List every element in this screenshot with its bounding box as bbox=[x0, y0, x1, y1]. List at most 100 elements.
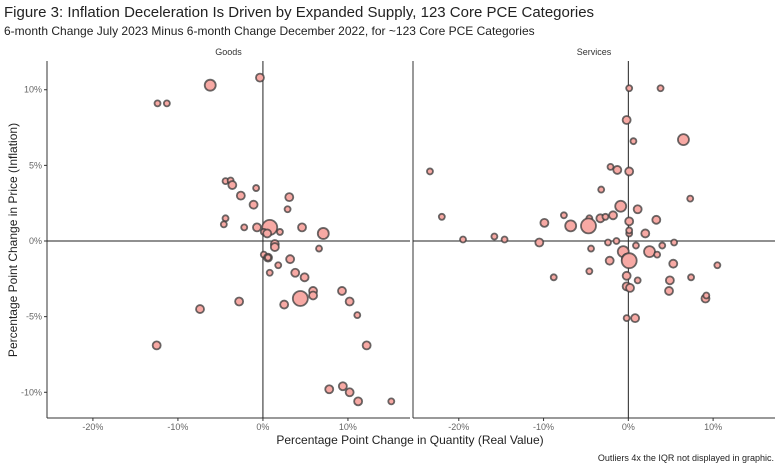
data-point bbox=[564, 219, 578, 233]
data-point bbox=[252, 222, 262, 233]
data-point bbox=[490, 232, 499, 241]
data-point bbox=[560, 211, 568, 220]
data-point bbox=[437, 212, 446, 221]
data-point bbox=[625, 283, 635, 293]
data-point bbox=[702, 291, 711, 300]
data-point bbox=[274, 261, 283, 270]
data-point bbox=[203, 78, 217, 92]
data-point bbox=[664, 275, 675, 286]
data-point bbox=[162, 99, 171, 108]
data-point bbox=[625, 84, 634, 93]
data-point bbox=[633, 276, 642, 285]
x-tick-label: -10% bbox=[533, 422, 554, 432]
data-point bbox=[151, 340, 162, 351]
data-point bbox=[585, 267, 594, 276]
panel-title: Goods bbox=[215, 47, 242, 57]
panel-title: Services bbox=[577, 47, 612, 57]
data-point bbox=[686, 194, 695, 203]
data-point bbox=[337, 381, 348, 392]
x-tick-label: -20% bbox=[448, 422, 469, 432]
data-point bbox=[713, 261, 722, 270]
data-point bbox=[624, 166, 635, 177]
data-point bbox=[656, 84, 665, 93]
data-point bbox=[262, 228, 273, 239]
data-point bbox=[297, 222, 307, 233]
data-point bbox=[632, 204, 643, 215]
data-point bbox=[279, 299, 290, 310]
data-point bbox=[459, 235, 467, 244]
data-point bbox=[630, 313, 641, 324]
data-point bbox=[227, 180, 238, 190]
y-tick-label: 5% bbox=[29, 160, 42, 170]
data-point bbox=[614, 199, 628, 213]
data-point bbox=[264, 253, 272, 262]
x-tick-label: 10% bbox=[704, 422, 722, 432]
data-point bbox=[612, 165, 623, 175]
data-point bbox=[153, 99, 162, 108]
data-point bbox=[353, 396, 364, 407]
data-point bbox=[290, 267, 301, 278]
data-point bbox=[240, 223, 249, 232]
data-point bbox=[604, 238, 612, 247]
caption: Outliers 4x the IQR not displayed in gra… bbox=[598, 453, 774, 463]
chart-subtitle: 6-month Change July 2023 Minus 6-month C… bbox=[4, 24, 535, 38]
data-point bbox=[337, 286, 347, 296]
data-point bbox=[500, 235, 509, 244]
y-tick-label: 0% bbox=[29, 236, 42, 246]
data-point bbox=[219, 220, 228, 229]
data-point bbox=[534, 237, 545, 248]
data-point bbox=[316, 227, 330, 240]
data-point bbox=[612, 237, 621, 245]
data-point bbox=[580, 217, 597, 235]
data-point bbox=[624, 216, 635, 227]
data-point bbox=[195, 304, 205, 314]
x-axis-label: Percentage Point Change in Quantity (Rea… bbox=[276, 433, 543, 447]
data-point bbox=[269, 242, 280, 252]
data-point bbox=[597, 185, 606, 194]
data-point bbox=[276, 228, 284, 236]
data-point bbox=[587, 244, 595, 253]
data-point bbox=[658, 241, 667, 250]
data-point bbox=[265, 268, 274, 277]
y-axis-label: Percentage Point Change in Price (Inflat… bbox=[6, 123, 20, 357]
data-point bbox=[632, 241, 640, 250]
data-point bbox=[344, 387, 355, 398]
data-point bbox=[248, 199, 259, 210]
data-point bbox=[677, 133, 690, 147]
panel-goods: Goods -20% -10% 0% 10% 10% 5% 0% -5% -10% bbox=[21, 47, 410, 432]
x-tick-label: 0% bbox=[622, 422, 635, 432]
data-point bbox=[283, 205, 292, 214]
data-point bbox=[549, 273, 558, 282]
data-point bbox=[668, 258, 679, 269]
data-point bbox=[622, 314, 631, 323]
data-point bbox=[291, 290, 309, 307]
data-point bbox=[315, 244, 323, 253]
data-point bbox=[252, 184, 261, 192]
y-tick-label: 10% bbox=[24, 85, 42, 95]
data-point bbox=[653, 250, 662, 259]
data-point bbox=[620, 252, 638, 270]
data-point bbox=[284, 192, 295, 203]
x-tick-label: 10% bbox=[339, 422, 357, 432]
data-point bbox=[640, 228, 651, 239]
data-point bbox=[255, 72, 265, 83]
data-point bbox=[621, 270, 632, 281]
data-point bbox=[604, 255, 615, 266]
data-point bbox=[353, 311, 362, 320]
data-point bbox=[235, 190, 246, 201]
y-tick-label: -5% bbox=[26, 312, 42, 322]
data-point bbox=[285, 254, 296, 265]
data-point bbox=[539, 217, 550, 228]
data-point bbox=[299, 272, 310, 283]
data-point bbox=[344, 296, 355, 307]
y-tick-label: -10% bbox=[21, 387, 42, 397]
data-point bbox=[361, 340, 372, 351]
data-point bbox=[670, 238, 679, 247]
data-point bbox=[687, 273, 695, 282]
data-point bbox=[621, 115, 632, 125]
data-point bbox=[324, 384, 335, 395]
data-point bbox=[426, 167, 434, 176]
data-point bbox=[625, 226, 634, 235]
x-tick-label: 0% bbox=[256, 422, 269, 432]
